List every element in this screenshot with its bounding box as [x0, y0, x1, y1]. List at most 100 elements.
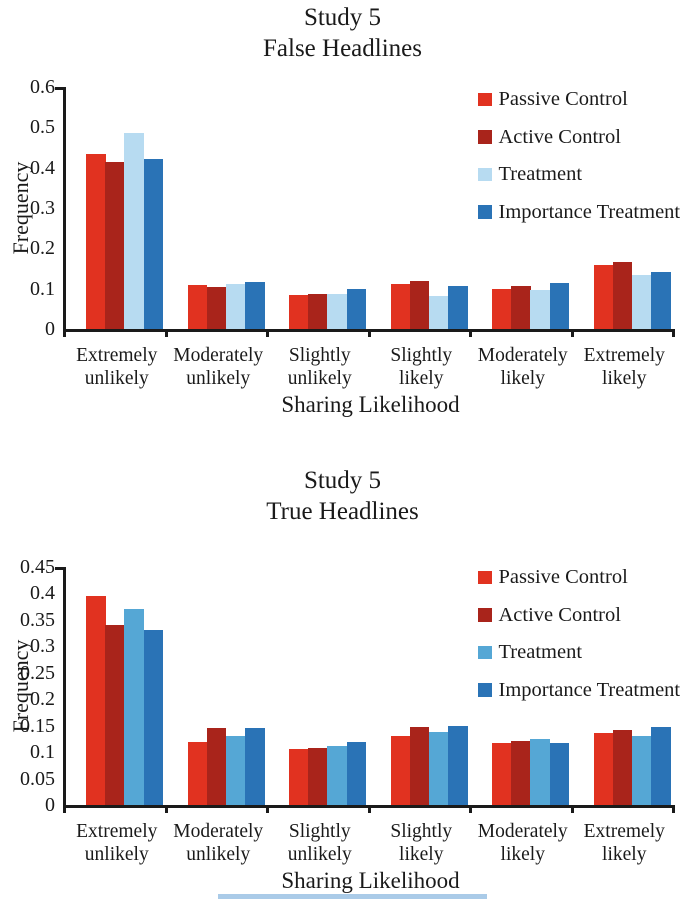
legend-label: Active Control — [498, 125, 621, 148]
bar-treatment-slightly-likely — [428, 295, 449, 329]
y-tick-label: 0.3 — [30, 197, 55, 219]
legend-item-active-control: Active Control — [478, 603, 680, 626]
bar-passive-control-moderately-unlikely — [187, 741, 208, 805]
legend-swatch-icon — [478, 570, 492, 585]
bar-importance-treatment-moderately-unlikely — [245, 282, 265, 329]
bar-importance-treatment-moderately-likely — [549, 743, 570, 805]
bar-active-control-slightly-unlikely — [308, 747, 328, 805]
y-tick-label: 0 — [45, 794, 55, 816]
x-axis-label: Sharing Likelihood — [281, 868, 460, 893]
y-tick-label: 0.05 — [20, 767, 55, 790]
bar-passive-control-moderately-likely — [492, 289, 512, 329]
legend-swatch-icon — [478, 645, 492, 660]
y-tick-label: 0.1 — [30, 741, 55, 764]
y-tick-label: 0.5 — [30, 116, 55, 139]
x-axis-tick — [469, 329, 472, 337]
legend-swatch-icon — [478, 683, 492, 697]
chart-title-line2: True Headlines — [266, 498, 419, 525]
x-category-label-extremely-unlikely: Extremely unlikely — [76, 821, 158, 865]
bar-importance-treatment-slightly-likely — [448, 285, 468, 329]
legend-item-treatment: Treatment — [478, 641, 680, 663]
y-tick-label: 0.15 — [20, 714, 55, 737]
bar-treatment-moderately-unlikely — [225, 736, 246, 805]
legend-item-importance-treatment: Importance Treatment — [478, 678, 681, 701]
x-category-label-slightly-unlikely: Slightly unlikely — [287, 821, 352, 865]
chart-true-headlines: Study 5 True Headlines Frequency 0 0.05 0.… — [0, 460, 685, 900]
chart-title: Study 5 True Headlines — [0, 465, 685, 527]
bar-active-control-extremely-likely — [612, 262, 633, 329]
y-tick-label: 0 — [45, 318, 55, 340]
bar-passive-control-extremely-unlikely — [86, 596, 106, 805]
y-tick-labels: 0 0.1 0.2 0.3 0.4 0.5 0.6 — [0, 77, 55, 339]
y-tick-labels: 0 0.05 0.1 0.15 0.2 0.25 0.3 0.35 0.4 0.45 — [0, 557, 55, 815]
legend-label: Importance Treatment — [498, 200, 681, 223]
y-tick-label: 0.4 — [30, 582, 55, 605]
bar-passive-control-extremely-unlikely — [86, 153, 106, 329]
x-category-label-extremely-likely: Extremely likely — [583, 821, 665, 865]
y-tick-label: 0.6 — [30, 76, 55, 98]
x-category-label-slightly-likely: Slightly likely — [390, 345, 453, 389]
plot-area — [55, 87, 675, 337]
x-axis-tick — [672, 329, 675, 337]
x-axis-tick — [266, 805, 269, 813]
y-tick-label: 0.25 — [20, 661, 55, 684]
bar-treatment-slightly-unlikely — [327, 746, 347, 805]
legend-label: Active Control — [498, 603, 621, 626]
bottom-blue-strip — [218, 894, 487, 899]
bar-active-control-extremely-unlikely — [105, 625, 125, 805]
x-axis-tick — [266, 329, 269, 337]
x-axis-tick — [63, 329, 66, 337]
legend-label: Importance Treatment — [498, 678, 681, 701]
y-tick-label: 0.3 — [30, 635, 55, 658]
legend-swatch-icon — [478, 167, 492, 182]
bar-active-control-slightly-likely — [409, 726, 430, 805]
bar-treatment-slightly-likely — [428, 731, 449, 805]
y-tick-label: 0.45 — [20, 556, 55, 578]
y-axis-top-tick — [55, 567, 63, 570]
x-category-labels: Extremely unlikely Moderately unlikely Sligh… — [66, 820, 675, 866]
y-tick-label: 0.4 — [30, 156, 55, 179]
bar-importance-treatment-extremely-likely — [651, 272, 671, 329]
x-category-label-extremely-likely: Extremely likely — [583, 345, 665, 389]
legend-item-treatment: Treatment — [478, 163, 680, 185]
x-category-label-moderately-likely: Moderately likely — [477, 821, 568, 865]
bar-importance-treatment-extremely-unlikely — [143, 159, 164, 329]
bar-importance-treatment-slightly-likely — [448, 725, 468, 805]
y-tick-label: 0.35 — [20, 608, 55, 631]
bar-importance-treatment-moderately-unlikely — [245, 728, 265, 805]
legend-swatch-icon — [478, 608, 492, 622]
x-category-label-slightly-likely: Slightly likely — [390, 821, 453, 865]
x-axis-tick — [164, 329, 168, 337]
chart-false-headlines: Study 5 False Headlines Frequency 0 0.1 0.… — [0, 4, 681, 417]
x-category-label-moderately-likely: Moderately likely — [477, 345, 568, 389]
bar-passive-control-slightly-likely — [390, 283, 411, 329]
legend-label: Treatment — [498, 641, 583, 663]
bar-passive-control-moderately-likely — [492, 742, 512, 805]
y-tick-label: 0.2 — [30, 237, 55, 260]
legend-swatch-icon — [478, 130, 492, 144]
plot-area — [55, 567, 675, 813]
bar-active-control-moderately-likely — [511, 285, 531, 329]
legend-item-passive-control: Passive Control — [478, 88, 680, 110]
bar-passive-control-slightly-unlikely — [289, 749, 309, 805]
bar-passive-control-slightly-unlikely — [289, 294, 309, 329]
x-axis-tick — [63, 805, 66, 813]
chart-title-line2: False Headlines — [263, 35, 422, 62]
bar-active-control-moderately-unlikely — [206, 287, 227, 329]
x-category-label-moderately-unlikely: Moderately unlikely — [173, 821, 264, 865]
legend: Passive Control Active Control Treatment Im… — [478, 566, 681, 717]
bar-importance-treatment-slightly-unlikely — [346, 741, 367, 805]
bar-passive-control-slightly-likely — [390, 736, 411, 805]
x-category-label-moderately-unlikely: Moderately unlikely — [173, 345, 264, 389]
x-category-label-extremely-unlikely: Extremely unlikely — [76, 345, 158, 389]
bar-active-control-extremely-likely — [612, 729, 633, 805]
bar-passive-control-extremely-likely — [593, 733, 614, 805]
y-tick-label: 0.1 — [30, 277, 55, 300]
legend-item-active-control: Active Control — [478, 125, 680, 148]
bar-importance-treatment-extremely-likely — [651, 727, 671, 805]
bar-treatment-extremely-likely — [631, 736, 652, 805]
bar-passive-control-moderately-unlikely — [187, 284, 208, 329]
bar-active-control-moderately-likely — [511, 741, 531, 805]
bar-treatment-extremely-likely — [631, 274, 652, 329]
